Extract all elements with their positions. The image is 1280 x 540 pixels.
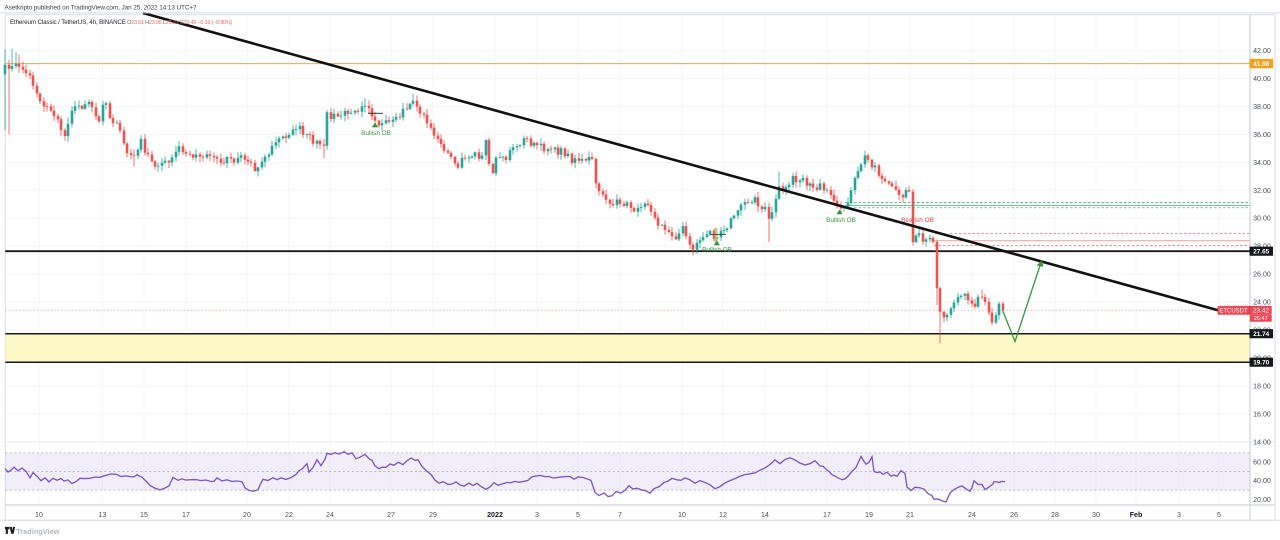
svg-text:32.00: 32.00: [1253, 187, 1271, 195]
svg-text:Feb: Feb: [1130, 511, 1143, 519]
svg-text:28: 28: [1051, 511, 1059, 519]
svg-text:14: 14: [761, 511, 769, 519]
svg-text:20.00: 20.00: [1253, 496, 1271, 504]
svg-text:27.65: 27.65: [1253, 249, 1269, 256]
svg-text:24: 24: [326, 511, 334, 519]
svg-text:15: 15: [140, 511, 148, 519]
svg-text:27: 27: [387, 511, 395, 519]
svg-text:23.42: 23.42: [1253, 308, 1269, 315]
svg-text:38.00: 38.00: [1253, 103, 1271, 111]
svg-text:3: 3: [535, 511, 539, 519]
svg-text:36.00: 36.00: [1253, 131, 1271, 139]
svg-text:20: 20: [243, 511, 251, 519]
svg-text:19.70: 19.70: [1253, 360, 1269, 367]
svg-text:19: 19: [865, 511, 873, 519]
svg-text:10: 10: [678, 511, 686, 519]
svg-text:30: 30: [1092, 511, 1100, 519]
svg-text:60.00: 60.00: [1253, 459, 1271, 467]
svg-text:Bearish OB: Bearish OB: [901, 217, 934, 224]
svg-text:26.00: 26.00: [1253, 271, 1271, 279]
svg-text:22: 22: [285, 511, 293, 519]
svg-text:3: 3: [1177, 511, 1181, 519]
svg-text:Bullish OB: Bullish OB: [361, 130, 391, 137]
svg-text:17: 17: [823, 511, 831, 519]
svg-text:5: 5: [576, 511, 580, 519]
svg-text:Bullish OB: Bullish OB: [826, 217, 856, 224]
svg-text:40.00: 40.00: [1253, 75, 1271, 83]
svg-text:16.00: 16.00: [1253, 410, 1271, 418]
svg-text:14.00: 14.00: [1253, 438, 1271, 446]
svg-text:7: 7: [618, 511, 622, 519]
svg-text:17: 17: [182, 511, 190, 519]
svg-text:21.74: 21.74: [1253, 331, 1269, 338]
svg-text:24: 24: [968, 511, 976, 519]
svg-text:26:47: 26:47: [1254, 316, 1268, 322]
svg-text:13: 13: [99, 511, 107, 519]
svg-text:42.00: 42.00: [1253, 47, 1271, 55]
svg-text:TradingView: TradingView: [16, 527, 60, 536]
svg-text:34.00: 34.00: [1253, 159, 1271, 167]
svg-text:41.08: 41.08: [1253, 61, 1269, 68]
svg-text:5: 5: [1217, 511, 1221, 519]
svg-text:Asetkripto published on Tradin: Asetkripto published on TradingView.com,…: [5, 5, 198, 12]
svg-text:24.00: 24.00: [1253, 299, 1271, 307]
svg-text:ETCUSDT: ETCUSDT: [1219, 309, 1248, 315]
svg-text:30.00: 30.00: [1253, 215, 1271, 223]
svg-text:Bullish OB: Bullish OB: [702, 247, 732, 254]
svg-text:18.00: 18.00: [1253, 382, 1271, 390]
svg-text:Ethereum Classic / TetherUS, 4: Ethereum Classic / TetherUS, 4h, BINANCE…: [10, 19, 233, 26]
svg-text:26: 26: [1010, 511, 1018, 519]
svg-text:12: 12: [719, 511, 727, 519]
svg-text:2022: 2022: [487, 511, 503, 519]
svg-text:10: 10: [35, 511, 43, 519]
svg-text:29: 29: [429, 511, 437, 519]
svg-text:40.00: 40.00: [1253, 477, 1271, 485]
svg-text:21: 21: [906, 511, 914, 519]
